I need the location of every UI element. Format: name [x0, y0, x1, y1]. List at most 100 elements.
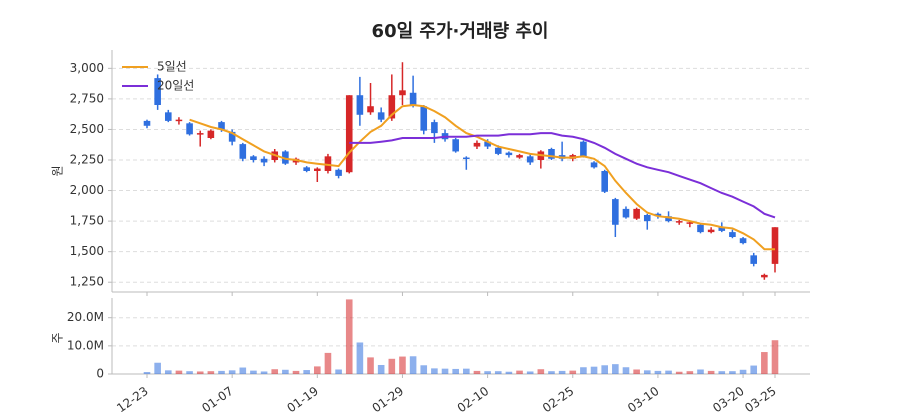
y-tick-label: 3,000	[70, 61, 104, 75]
volume-bar	[463, 368, 470, 374]
x-tick-label: 12-23	[114, 384, 151, 415]
candle-body	[750, 255, 758, 264]
candle-body	[196, 133, 204, 135]
volume-bar	[729, 371, 736, 374]
candle-body	[739, 238, 747, 244]
volume-bar	[345, 299, 353, 374]
volume-bar	[675, 371, 683, 374]
volume-bar	[707, 370, 715, 374]
volume-bar	[654, 370, 662, 374]
volume-bar	[388, 358, 396, 374]
candle-body	[356, 95, 364, 115]
legend-label: 20일선	[157, 79, 194, 93]
candle-body	[239, 144, 247, 159]
candle-body	[324, 156, 332, 171]
volume-bar	[303, 370, 310, 374]
volume-bar	[686, 371, 694, 374]
x-tick-label: 01-07	[199, 384, 236, 415]
legend-label: 5일선	[157, 60, 187, 74]
volume-bar	[441, 368, 449, 374]
volume-bar	[175, 370, 183, 374]
candle-body	[654, 213, 662, 217]
volume-bar	[431, 368, 438, 374]
volume-bar	[580, 367, 587, 374]
candle-body	[186, 123, 193, 135]
y-tick-label: 1,250	[70, 275, 104, 289]
volume-bar	[292, 370, 300, 374]
volume-bar	[697, 369, 704, 374]
volume-bar	[356, 342, 364, 374]
candle-body	[420, 106, 428, 131]
candle-body	[729, 232, 736, 237]
volume-bar	[271, 369, 279, 374]
candle-body	[282, 151, 289, 164]
candle-body	[633, 208, 640, 219]
candle-body	[697, 224, 704, 233]
candle-body	[175, 119, 183, 122]
volume-bar	[761, 352, 768, 374]
candle-body	[314, 168, 321, 171]
volume-bar	[154, 362, 161, 374]
x-tick-label: 03-10	[625, 384, 662, 415]
candle-body	[250, 156, 257, 160]
volume-bar	[207, 371, 215, 374]
candle-body	[516, 155, 523, 158]
volume-bar	[218, 370, 225, 374]
volume-bar	[494, 371, 502, 374]
candle-body	[228, 131, 236, 142]
candle-body	[218, 122, 225, 130]
volume-bar	[590, 366, 598, 374]
volume-bar	[314, 366, 321, 374]
x-tick-label: 02-25	[540, 384, 577, 415]
candle-body	[761, 274, 768, 278]
volume-bar	[548, 371, 555, 374]
candle-body	[590, 162, 598, 168]
candle-body	[143, 120, 151, 126]
candle-body	[399, 90, 406, 96]
candle-body	[409, 92, 417, 105]
ma-line	[189, 103, 775, 251]
volume-bar	[516, 370, 523, 374]
candle-body	[154, 78, 161, 105]
y-tick-label: 2,000	[70, 183, 104, 197]
candle-body	[622, 208, 630, 218]
y-tick-label: 1,500	[70, 244, 104, 258]
volume-bar	[771, 340, 779, 374]
volume-bar	[505, 371, 513, 374]
candle-body	[771, 227, 779, 264]
volume-axis-label: 주	[51, 332, 65, 343]
volume-bar	[282, 369, 289, 374]
volume-bar	[186, 371, 193, 374]
candle-body	[463, 157, 470, 160]
candle-body	[580, 141, 587, 157]
x-tick-label: 01-19	[284, 384, 321, 415]
y-tick-label: 2,500	[70, 122, 104, 136]
volume-bar	[399, 356, 406, 374]
volume-bar	[250, 370, 257, 374]
chart-title: 60일 주가·거래량 추이	[372, 21, 549, 42]
candle-body	[675, 221, 683, 223]
volume-bar	[409, 356, 417, 374]
y-tick-label: 10.0M	[67, 338, 104, 352]
candle-body	[377, 112, 385, 120]
volume-bar	[484, 371, 491, 374]
candle-body	[526, 156, 534, 163]
x-tick-label: 01-29	[370, 384, 407, 415]
volume-bar	[643, 370, 651, 374]
volume-bar	[601, 365, 608, 374]
y-tick-label: 20.0M	[67, 310, 104, 324]
candle-body	[612, 199, 619, 225]
ma-line	[349, 132, 776, 219]
volume-bar	[164, 370, 172, 374]
candle-body	[388, 95, 396, 119]
candle-body	[335, 169, 342, 176]
x-tick-label: 03-25	[742, 384, 779, 415]
volume-bar	[633, 369, 640, 374]
candle-body	[345, 95, 353, 173]
volume-bar	[196, 371, 204, 374]
volume-bar	[228, 370, 236, 374]
y-tick-label: 0	[96, 367, 104, 381]
volume-bar	[143, 372, 151, 374]
volume-bar	[718, 371, 726, 374]
